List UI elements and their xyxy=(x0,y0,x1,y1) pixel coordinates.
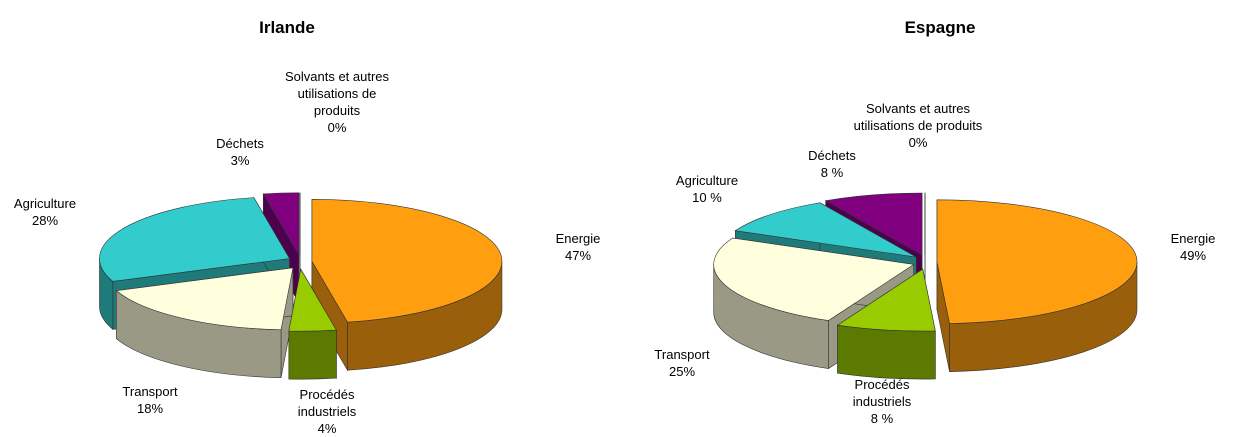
slice-label: Procédés industriels 4% xyxy=(282,386,372,437)
value-label: 47% xyxy=(564,248,592,263)
value-label: 3% xyxy=(230,153,250,168)
value-label: 8 % xyxy=(820,165,844,180)
slice-side xyxy=(837,324,936,380)
category-label: Energie xyxy=(555,231,601,246)
category-label: Procédés industriels xyxy=(297,387,357,419)
value-label: 0% xyxy=(327,120,347,135)
slice xyxy=(734,202,917,258)
category-label: Agriculture xyxy=(13,196,77,211)
value-label: 49% xyxy=(1179,248,1207,263)
slice xyxy=(115,267,294,331)
category-label: Déchets xyxy=(216,136,264,151)
category-label: Procédés industriels xyxy=(852,377,912,409)
category-label: Agriculture xyxy=(675,173,739,188)
slice xyxy=(262,192,300,256)
slice-label: Déchets 8 % xyxy=(802,147,862,181)
value-label: 8 % xyxy=(870,411,894,426)
category-label: Déchets xyxy=(808,148,856,163)
slice xyxy=(824,192,923,256)
slice-label: Transport 25% xyxy=(637,346,727,380)
category-label: Transport xyxy=(654,347,710,362)
slice xyxy=(311,199,503,323)
slice-side xyxy=(288,329,337,380)
value-label: 10 % xyxy=(692,190,722,205)
slice xyxy=(713,237,915,321)
chart-title: Irlande xyxy=(259,18,315,37)
slice-label: Solvants et autres utilisations de produ… xyxy=(282,68,392,136)
slice-label: Agriculture 10 % xyxy=(662,172,752,206)
value-label: 28% xyxy=(31,213,59,228)
value-label: 18% xyxy=(136,401,164,416)
slice-label: Solvants et autres utilisations de produ… xyxy=(853,100,983,151)
slice-label: Procédés industriels 8 % xyxy=(837,376,927,427)
category-label: Energie xyxy=(1170,231,1216,246)
chart-title: Espagne xyxy=(904,18,976,37)
category-label: Transport xyxy=(122,384,178,399)
slice xyxy=(99,197,290,282)
slice-label: Déchets 3% xyxy=(210,135,270,169)
category-label: Solvants et autres utilisations de produ… xyxy=(853,101,983,133)
slice xyxy=(936,199,1138,324)
slice xyxy=(836,268,936,332)
value-label: 0% xyxy=(908,135,928,150)
value-label: 25% xyxy=(668,364,696,379)
value-label: 4% xyxy=(317,421,337,436)
slice xyxy=(288,268,337,332)
slice-label: Transport 18% xyxy=(105,383,195,417)
category-label: Solvants et autres utilisations de produ… xyxy=(284,69,390,118)
slice-label: Energie 47% xyxy=(538,230,618,264)
slice-label: Energie 49% xyxy=(1153,230,1233,264)
slice-label: Agriculture 28% xyxy=(0,195,90,229)
